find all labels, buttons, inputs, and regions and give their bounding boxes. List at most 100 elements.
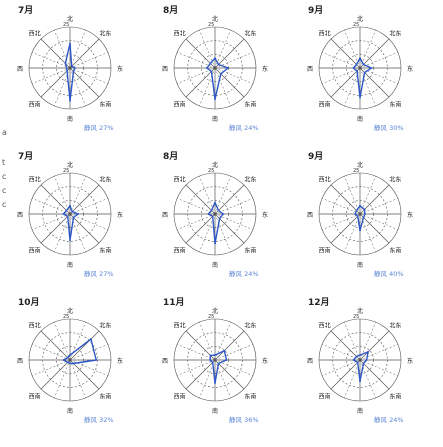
- grid-spoke: [359, 344, 398, 361]
- direction-label: 西南: [174, 100, 186, 108]
- wind-rose-point: [62, 359, 65, 361]
- grid-spoke: [177, 359, 216, 376]
- grid-spoke: [69, 67, 86, 106]
- direction-label: 北: [212, 15, 218, 23]
- grid-spoke: [69, 359, 86, 398]
- wind-rose-point: [362, 63, 365, 66]
- calm-label: 静风 40%: [374, 269, 404, 278]
- grid-spoke: [214, 67, 253, 84]
- direction-label: 东南: [244, 100, 256, 108]
- scale-label: 25: [63, 168, 69, 174]
- grid-spoke: [69, 344, 108, 361]
- direction-label: 北东: [99, 176, 111, 184]
- panel-title: 11月: [163, 297, 185, 308]
- grid-spoke: [214, 213, 231, 252]
- wind-rose-point: [355, 355, 358, 358]
- grid-spoke: [32, 198, 71, 215]
- scale-label: 25: [63, 314, 69, 320]
- grid-spoke: [54, 67, 71, 106]
- direction-label: 北: [357, 161, 363, 169]
- wind-rose-point: [70, 65, 73, 68]
- calm-label: 静风 27%: [84, 269, 114, 278]
- grid-spoke: [330, 184, 361, 215]
- grid-spoke: [330, 38, 361, 69]
- grid-spoke: [69, 359, 108, 376]
- wind-rose-series: [209, 350, 228, 384]
- grid-spoke: [359, 30, 376, 69]
- direction-label: 东: [117, 211, 123, 219]
- wind-rose-series: [352, 351, 369, 382]
- side-mark-4: c: [2, 186, 7, 195]
- grid-spoke: [359, 330, 390, 361]
- grid-spoke: [185, 67, 216, 98]
- direction-label: 西北: [29, 176, 41, 184]
- wind-rose-point: [69, 204, 71, 207]
- grid-spoke: [69, 52, 108, 69]
- direction-label: 南: [357, 407, 363, 415]
- direction-label: 西: [307, 212, 313, 219]
- wind-rose-point: [219, 72, 222, 75]
- grid-spoke: [69, 359, 100, 390]
- grid-spoke: [199, 30, 216, 69]
- grid-spoke: [177, 213, 216, 230]
- wind-rose-point: [210, 209, 213, 212]
- wind-rose-point: [359, 229, 361, 232]
- wind-rose-point: [62, 213, 65, 215]
- grid-spoke: [214, 30, 231, 69]
- direction-label: 南: [212, 261, 218, 269]
- grid-spoke: [359, 213, 398, 230]
- calm-label: 静风 24%: [229, 123, 259, 132]
- wind-rose-point: [359, 380, 361, 383]
- calm-label: 静风 36%: [229, 415, 259, 424]
- direction-label: 南: [67, 261, 73, 269]
- direction-label: 东: [262, 357, 268, 365]
- wind-rose-point: [211, 361, 214, 364]
- wind-rose-point: [355, 209, 358, 212]
- wind-rose-series: [62, 205, 79, 241]
- wind-rose-point: [217, 63, 220, 66]
- grid-spoke: [199, 322, 216, 361]
- panel-title: 9月: [308, 5, 323, 16]
- wind-rose-point: [217, 362, 220, 365]
- direction-label: 西南: [174, 392, 186, 400]
- direction-label: 南: [357, 261, 363, 269]
- direction-label: 北: [357, 15, 363, 23]
- wind-rose-point: [362, 216, 365, 219]
- direction-label: 北东: [244, 30, 256, 38]
- grid-spoke: [40, 359, 71, 390]
- direction-label: 东: [262, 65, 268, 73]
- direction-label: 北东: [389, 176, 401, 184]
- scale-label: 25: [353, 168, 359, 174]
- direction-label: 东南: [99, 392, 111, 400]
- calm-label: 静风 27%: [84, 123, 114, 132]
- calm-label: 静风 32%: [84, 415, 114, 424]
- grid-spoke: [359, 213, 390, 244]
- calm-label: 静风 24%: [229, 269, 259, 278]
- grid-spoke: [330, 213, 361, 244]
- grid-spoke: [69, 213, 86, 252]
- scale-label: 25: [353, 314, 359, 320]
- grid-spoke: [359, 176, 376, 215]
- direction-label: 西南: [29, 100, 41, 108]
- grid-spoke: [344, 30, 361, 69]
- grid-spoke: [344, 322, 361, 361]
- grid-spoke: [330, 359, 361, 390]
- grid-spoke: [69, 184, 100, 215]
- wind-rose-point: [209, 62, 212, 65]
- grid-spoke: [54, 176, 71, 215]
- grid-spoke: [199, 213, 216, 252]
- direction-label: 西北: [29, 322, 41, 330]
- grid-spoke: [69, 322, 86, 361]
- side-mark-1: a: [2, 128, 7, 137]
- direction-label: 东南: [99, 100, 111, 108]
- wind-rose-point: [214, 242, 216, 245]
- wind-rose-point: [352, 359, 355, 361]
- direction-label: 南: [212, 407, 218, 415]
- direction-label: 南: [67, 407, 73, 415]
- direction-label: 西北: [29, 30, 41, 38]
- scale-label: 25: [208, 168, 214, 174]
